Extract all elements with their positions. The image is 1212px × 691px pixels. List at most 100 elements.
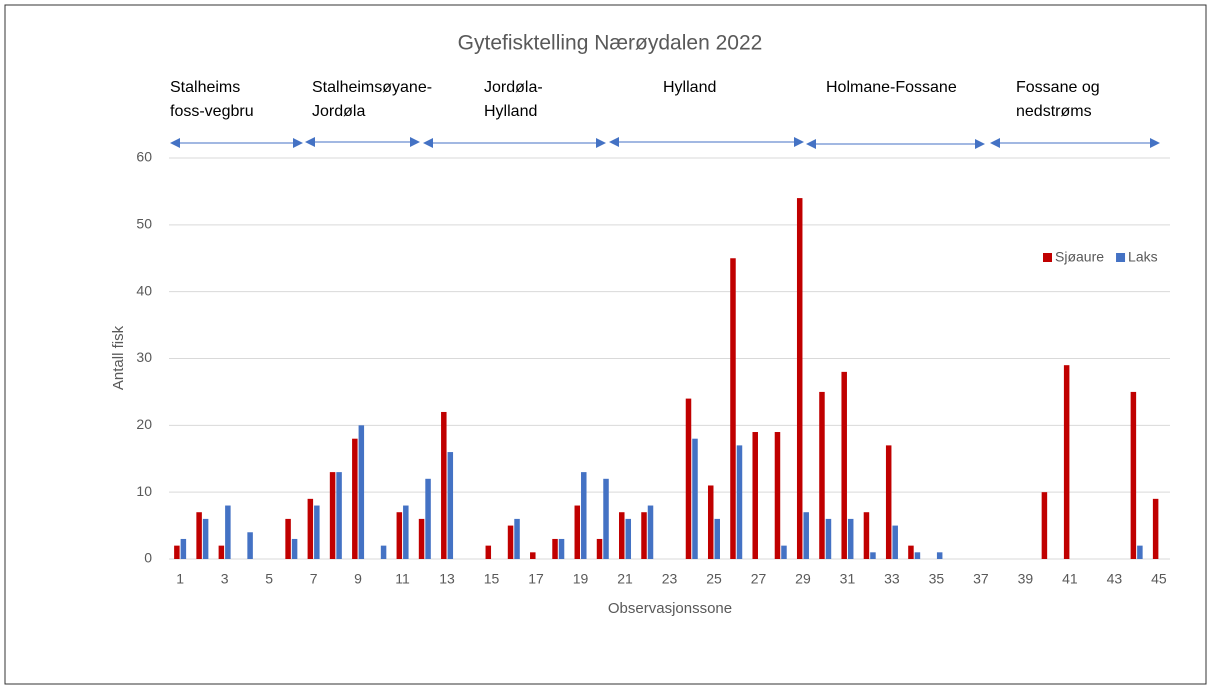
bar bbox=[218, 545, 225, 559]
annotation-text: foss-vegbru bbox=[170, 103, 254, 120]
bar bbox=[736, 445, 743, 559]
legend-label: Laks bbox=[1128, 249, 1158, 265]
bar bbox=[1130, 391, 1137, 559]
bar bbox=[418, 518, 425, 559]
x-tick-label: 27 bbox=[751, 571, 767, 587]
bar bbox=[291, 538, 298, 559]
x-tick-label: 29 bbox=[795, 571, 811, 587]
legend-swatch bbox=[1043, 253, 1052, 262]
bar bbox=[707, 485, 714, 559]
x-tick-label: 15 bbox=[484, 571, 500, 587]
bar bbox=[692, 438, 698, 559]
bar bbox=[441, 411, 447, 559]
y-tick-label: 10 bbox=[136, 483, 152, 499]
x-tick-label: 17 bbox=[528, 571, 544, 587]
x-tick-label: 39 bbox=[1018, 571, 1034, 587]
bar bbox=[314, 505, 320, 559]
bar bbox=[358, 425, 365, 559]
bar bbox=[841, 371, 847, 559]
bar bbox=[619, 512, 625, 559]
bar bbox=[885, 445, 892, 559]
x-tick-label: 23 bbox=[662, 571, 678, 587]
y-tick-label: 40 bbox=[136, 282, 152, 298]
annotation-text: Jordøla- bbox=[484, 79, 543, 96]
bar bbox=[847, 518, 854, 559]
bar bbox=[552, 538, 558, 559]
bar bbox=[819, 391, 825, 559]
bar bbox=[225, 505, 231, 559]
bar bbox=[447, 452, 454, 559]
bar bbox=[247, 532, 253, 559]
bar bbox=[285, 518, 291, 559]
bar bbox=[202, 518, 209, 559]
bar bbox=[180, 538, 187, 559]
y-axis-title: Antall fisk bbox=[110, 325, 127, 390]
legend-swatch bbox=[1116, 253, 1126, 262]
x-tick-label: 41 bbox=[1062, 571, 1078, 587]
bar bbox=[530, 552, 536, 559]
chart-title: Gytefisktelling Nærøydalen 2022 bbox=[458, 32, 763, 55]
annotation-text: Stalheims bbox=[170, 79, 240, 96]
bar bbox=[174, 545, 180, 559]
x-tick-label: 35 bbox=[929, 571, 945, 587]
annotation-text: nedstrøms bbox=[1016, 103, 1092, 120]
bar bbox=[307, 498, 314, 559]
annotation-text: Stalheimsøyane- bbox=[312, 79, 432, 96]
x-tick-label: 31 bbox=[840, 571, 856, 587]
bar bbox=[641, 512, 647, 559]
bar bbox=[485, 545, 492, 559]
y-tick-label: 30 bbox=[136, 349, 152, 365]
annotation-text: Hylland bbox=[484, 103, 537, 120]
bar bbox=[685, 398, 692, 559]
bar bbox=[336, 472, 342, 559]
bar bbox=[908, 545, 914, 559]
y-tick-label: 0 bbox=[144, 550, 152, 566]
bar bbox=[596, 538, 603, 559]
bar bbox=[514, 518, 520, 559]
x-axis-title: Observasjonssone bbox=[608, 600, 732, 617]
annotation-text: Hylland bbox=[663, 79, 716, 96]
x-tick-label: 3 bbox=[221, 571, 229, 587]
annotation-text: Jordøla bbox=[312, 103, 365, 120]
annotation-text: Holmane-Fossane bbox=[826, 79, 957, 96]
bar bbox=[796, 198, 803, 559]
bar bbox=[730, 258, 736, 559]
bar bbox=[625, 518, 632, 559]
bar bbox=[714, 518, 720, 559]
x-tick-label: 45 bbox=[1151, 571, 1167, 587]
x-tick-label: 11 bbox=[395, 571, 410, 587]
x-tick-label: 5 bbox=[265, 571, 273, 587]
bar bbox=[1137, 545, 1143, 559]
x-tick-label: 21 bbox=[617, 571, 633, 587]
x-tick-label: 43 bbox=[1107, 571, 1123, 587]
bar bbox=[892, 525, 898, 559]
x-tick-label: 9 bbox=[354, 571, 362, 587]
bar bbox=[603, 478, 609, 559]
y-tick-label: 50 bbox=[136, 216, 152, 232]
bar bbox=[774, 432, 781, 559]
y-tick-label: 20 bbox=[136, 416, 152, 432]
legend-label: Sjøaure bbox=[1055, 249, 1104, 265]
bar bbox=[914, 552, 921, 559]
bar bbox=[396, 512, 403, 559]
bar bbox=[825, 518, 832, 559]
frame bbox=[4, 4, 1207, 685]
bar bbox=[403, 505, 409, 559]
bar bbox=[870, 552, 876, 559]
bar bbox=[196, 512, 202, 559]
bar bbox=[752, 432, 758, 559]
bar bbox=[803, 512, 809, 559]
bar bbox=[329, 472, 336, 559]
bar bbox=[1063, 365, 1070, 559]
bar bbox=[781, 545, 787, 559]
x-tick-label: 33 bbox=[884, 571, 900, 587]
bar bbox=[380, 545, 387, 559]
bar bbox=[507, 525, 514, 559]
x-tick-label: 25 bbox=[706, 571, 722, 587]
y-tick-label: 60 bbox=[136, 149, 152, 165]
bar bbox=[1152, 498, 1159, 559]
bar bbox=[558, 538, 565, 559]
bar bbox=[581, 472, 587, 559]
annotation-text: Fossane og bbox=[1016, 79, 1100, 96]
